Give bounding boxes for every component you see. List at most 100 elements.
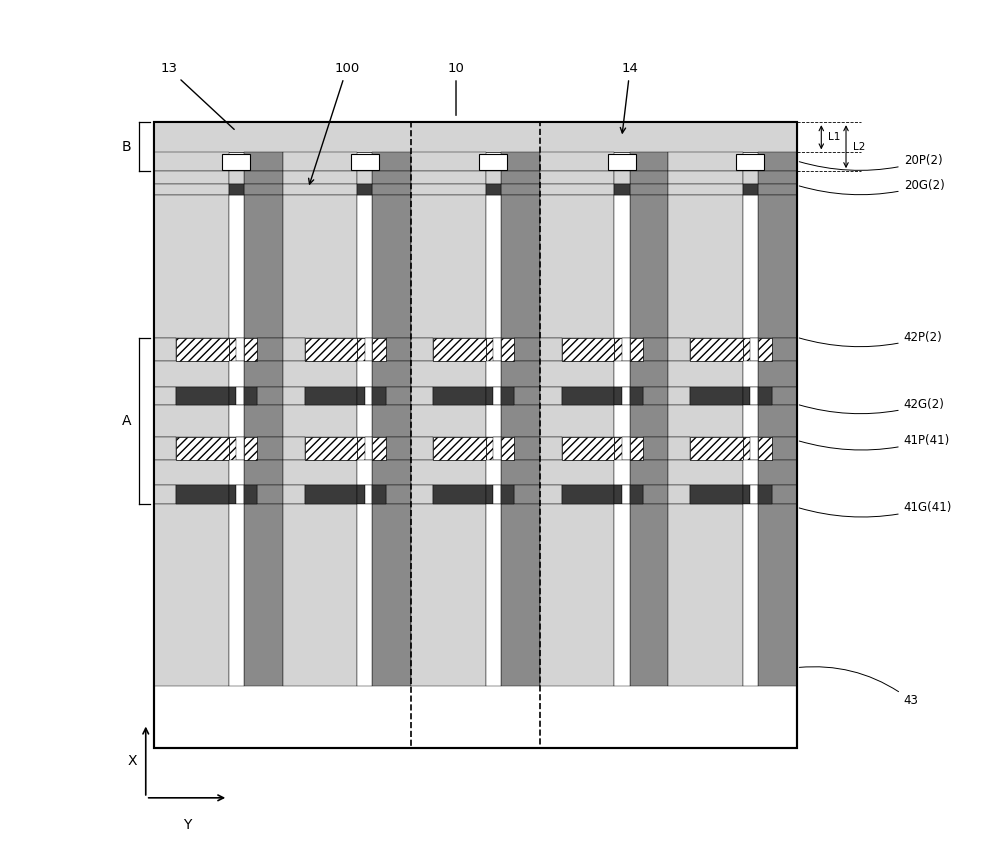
Bar xyxy=(411,386,433,405)
Bar xyxy=(411,504,486,685)
Bar xyxy=(486,504,501,685)
Bar xyxy=(486,338,493,361)
Bar xyxy=(386,486,411,504)
Bar xyxy=(690,437,743,461)
Bar xyxy=(372,184,411,195)
Bar xyxy=(411,461,486,486)
Text: L2: L2 xyxy=(853,141,865,152)
Bar xyxy=(668,405,743,437)
Bar xyxy=(758,195,797,338)
Bar xyxy=(668,361,743,386)
Bar xyxy=(372,152,411,171)
Bar xyxy=(486,461,501,486)
Bar xyxy=(772,437,797,461)
Bar xyxy=(283,386,305,405)
Bar xyxy=(305,386,357,405)
Bar xyxy=(643,386,668,405)
Bar xyxy=(229,486,236,504)
Bar xyxy=(608,153,636,169)
Bar xyxy=(772,386,797,405)
Bar xyxy=(433,338,486,361)
Bar xyxy=(236,338,244,361)
Bar xyxy=(305,486,357,504)
Bar xyxy=(758,171,797,184)
Bar xyxy=(372,195,411,338)
Text: 41G(41): 41G(41) xyxy=(799,501,952,517)
Bar xyxy=(229,195,244,338)
Bar xyxy=(514,338,540,361)
Bar xyxy=(622,486,630,504)
Bar xyxy=(743,504,758,685)
Bar xyxy=(244,152,283,171)
Bar xyxy=(493,437,501,461)
Bar xyxy=(622,386,630,405)
Bar xyxy=(357,461,372,486)
Bar xyxy=(257,338,283,361)
Bar xyxy=(411,184,486,195)
Bar xyxy=(743,386,750,405)
Bar xyxy=(562,437,614,461)
Bar xyxy=(357,386,365,405)
Bar xyxy=(283,504,357,685)
Bar xyxy=(630,361,668,386)
Bar xyxy=(244,361,283,386)
Bar xyxy=(486,437,493,461)
Text: 20G(2): 20G(2) xyxy=(799,179,944,195)
Bar xyxy=(433,486,486,504)
Bar xyxy=(486,195,501,338)
Bar xyxy=(283,152,357,171)
Bar xyxy=(750,486,758,504)
Text: 100: 100 xyxy=(309,62,359,184)
Bar xyxy=(244,405,283,437)
Bar xyxy=(154,461,229,486)
Bar xyxy=(229,405,244,437)
Bar xyxy=(668,152,743,171)
Bar xyxy=(305,437,357,461)
Bar xyxy=(244,437,257,461)
Bar xyxy=(479,153,507,169)
Bar xyxy=(743,461,758,486)
Bar xyxy=(372,338,386,361)
Bar xyxy=(372,361,411,386)
Bar xyxy=(501,195,540,338)
Bar xyxy=(305,338,357,361)
Bar xyxy=(630,171,668,184)
Bar xyxy=(643,437,668,461)
Bar xyxy=(357,195,372,338)
Bar xyxy=(614,405,630,437)
Bar xyxy=(668,184,743,195)
Bar xyxy=(357,486,365,504)
Bar xyxy=(236,437,244,461)
Text: 42G(2): 42G(2) xyxy=(799,397,945,413)
Bar xyxy=(501,386,514,405)
Bar xyxy=(244,184,283,195)
Bar xyxy=(630,405,668,437)
Bar xyxy=(386,437,411,461)
Bar xyxy=(540,184,614,195)
Bar xyxy=(411,437,433,461)
Bar xyxy=(614,437,622,461)
Bar xyxy=(736,153,764,169)
Bar xyxy=(154,486,176,504)
Bar xyxy=(630,184,668,195)
Bar xyxy=(690,486,743,504)
Bar xyxy=(357,437,365,461)
Bar xyxy=(365,386,372,405)
Bar xyxy=(630,195,668,338)
Bar xyxy=(501,171,540,184)
Bar xyxy=(630,461,668,486)
Bar xyxy=(643,338,668,361)
Bar xyxy=(514,386,540,405)
Bar xyxy=(501,405,540,437)
Bar xyxy=(758,184,797,195)
Bar xyxy=(540,152,614,171)
Bar xyxy=(758,504,797,685)
Text: 43: 43 xyxy=(799,667,919,707)
Bar xyxy=(411,171,486,184)
Bar xyxy=(229,361,244,386)
Bar xyxy=(365,486,372,504)
Text: B: B xyxy=(121,140,131,154)
Bar xyxy=(758,437,772,461)
Bar xyxy=(357,184,372,195)
Bar xyxy=(750,386,758,405)
